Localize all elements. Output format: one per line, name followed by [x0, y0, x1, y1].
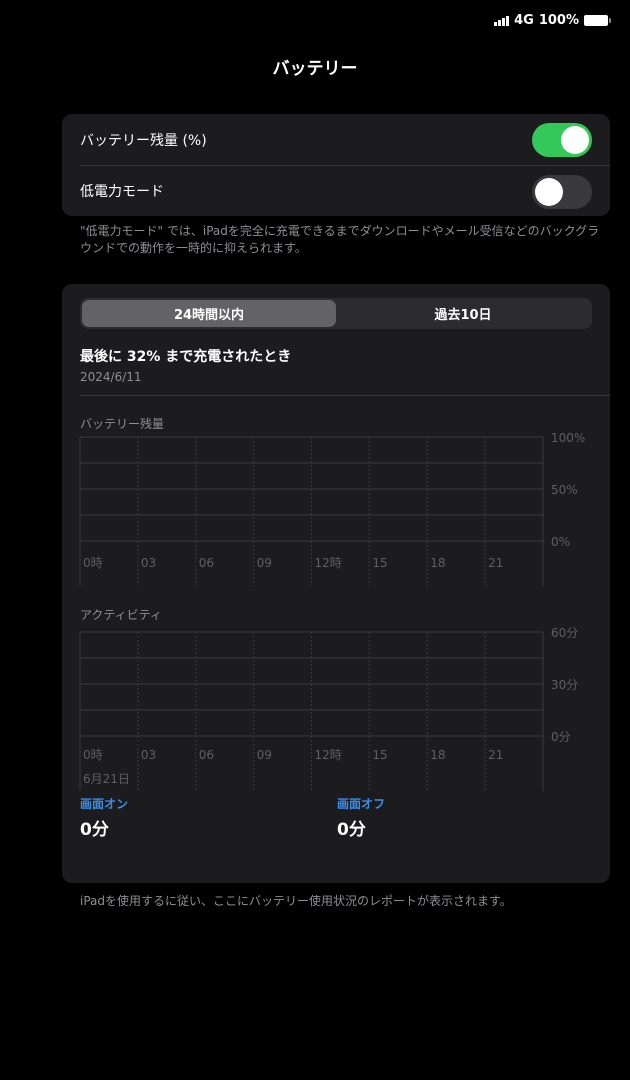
y-tick-label: 60分 [551, 626, 578, 640]
x-tick-label: 12時 [315, 556, 342, 570]
signal-icon [494, 15, 510, 26]
x-tick-label: 15 [372, 748, 387, 762]
network-type: 4G [514, 13, 534, 28]
low-power-mode-label: 低電力モード [80, 184, 164, 200]
activity-chart-title: アクティビティ [80, 608, 162, 622]
usage-card: 24時間以内 過去10日 最後に 32% まで充電されたとき 2024/6/11… [62, 284, 610, 883]
y-tick-label: 0分 [551, 730, 571, 744]
y-tick-label: 100% [551, 431, 585, 445]
x-tick-label: 18 [430, 556, 445, 570]
y-tick-label: 50% [551, 483, 578, 497]
date-label: 6月21日 [83, 772, 130, 786]
tab-24-hours[interactable]: 24時間以内 [82, 300, 336, 327]
x-tick-label: 0時 [83, 748, 103, 762]
tab-10-days[interactable]: 過去10日 [434, 308, 492, 323]
divider [80, 395, 610, 396]
battery-percent: 100% [538, 13, 579, 28]
x-tick-label: 09 [257, 556, 272, 570]
last-charged-date: 2024/6/11 [80, 370, 142, 384]
last-charged-text: 最後に 32% まで充電されたとき [80, 349, 292, 365]
battery-percentage-toggle[interactable] [532, 123, 592, 157]
y-tick-label: 0% [551, 535, 570, 549]
screen-on-value: 0分 [80, 820, 109, 840]
x-tick-label: 12時 [315, 748, 342, 762]
footer-note: iPadを使用するに従い、ここにバッテリー使用状況のレポートが表示されます。 [80, 894, 512, 908]
low-power-mode-toggle[interactable] [532, 175, 592, 209]
screen-off-value: 0分 [337, 820, 366, 840]
x-tick-label: 09 [257, 748, 272, 762]
period-segmented-control: 24時間以内 過去10日 [80, 298, 592, 329]
y-tick-label: 30分 [551, 678, 578, 692]
low-power-note: "低電力モード" では、iPadを完全に充電できるまでダウンロードやメール受信な… [80, 224, 600, 255]
battery-icon [584, 15, 611, 26]
battery-percentage-label: バッテリー残量 (%) [80, 132, 207, 149]
battery-level-chart: 100% 50% 0% 0時 03 06 09 12時 15 18 21 [79, 431, 585, 586]
battery-chart-title: バッテリー残量 [80, 417, 165, 431]
status-bar: 4G 100% [494, 13, 611, 28]
x-tick-label: 06 [199, 748, 214, 762]
x-tick-label: 03 [141, 748, 156, 762]
x-tick-label: 18 [430, 748, 445, 762]
x-tick-label: 21 [488, 748, 503, 762]
x-tick-label: 03 [141, 556, 156, 570]
low-power-mode-row: 低電力モード [80, 165, 610, 216]
screen-on-label: 画面オン [80, 797, 129, 811]
battery-percentage-row: バッテリー残量 (%) [62, 114, 610, 165]
x-tick-label: 06 [199, 556, 214, 570]
settings-group: バッテリー残量 (%) 低電力モード [62, 114, 610, 216]
screen-off-label: 画面オフ [337, 797, 386, 811]
page-title: バッテリー [272, 59, 358, 79]
activity-chart: 60分 30分 0分 0時 03 06 09 12時 15 18 21 6月21日 [79, 626, 578, 791]
x-tick-label: 15 [372, 556, 387, 570]
x-tick-label: 0時 [83, 556, 103, 570]
x-tick-label: 21 [488, 556, 503, 570]
